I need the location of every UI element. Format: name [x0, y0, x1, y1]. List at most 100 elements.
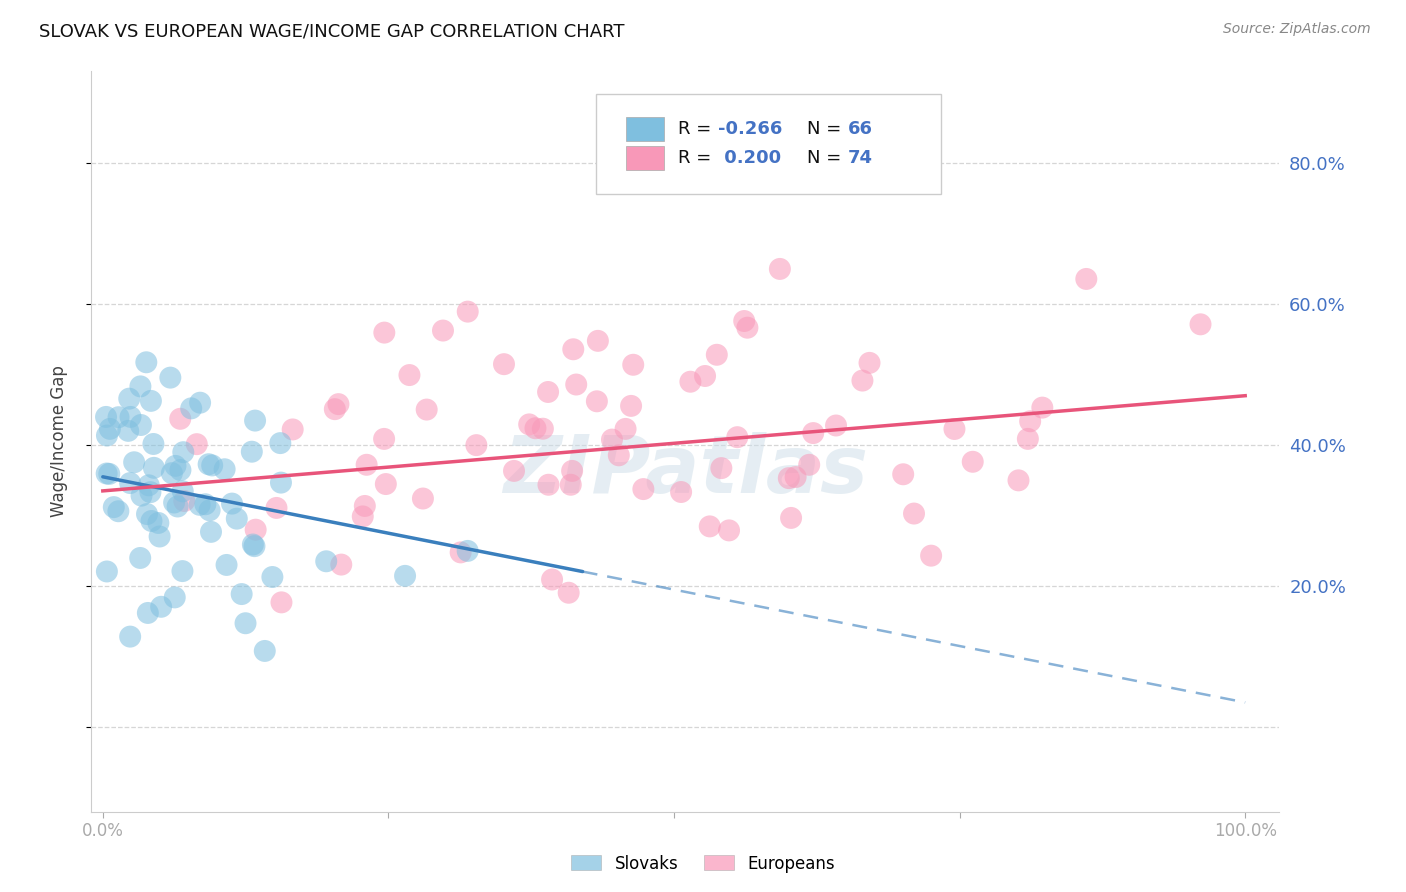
- Point: [142, 460, 165, 475]
- Point: [962, 455, 984, 469]
- Point: [330, 558, 353, 572]
- Point: [457, 544, 479, 558]
- Point: [96, 565, 118, 579]
- Text: R =: R =: [678, 149, 717, 167]
- Point: [180, 401, 202, 416]
- Point: [136, 606, 159, 620]
- Point: [98, 422, 121, 436]
- FancyBboxPatch shape: [596, 94, 941, 194]
- Point: [269, 436, 291, 450]
- Point: [98, 467, 121, 481]
- Text: R =: R =: [678, 120, 717, 138]
- Point: [903, 507, 925, 521]
- Point: [679, 375, 702, 389]
- Point: [373, 326, 395, 340]
- Point: [129, 551, 152, 566]
- Point: [620, 399, 643, 413]
- Point: [858, 356, 880, 370]
- Point: [943, 422, 966, 436]
- Point: [561, 464, 583, 478]
- Point: [328, 397, 350, 411]
- Point: [186, 437, 208, 451]
- Point: [122, 455, 145, 469]
- Point: [194, 497, 217, 511]
- Point: [200, 524, 222, 539]
- Point: [693, 369, 716, 384]
- Text: N =: N =: [807, 120, 846, 138]
- Point: [560, 477, 582, 491]
- Point: [769, 261, 792, 276]
- Point: [270, 595, 292, 609]
- Point: [150, 599, 173, 614]
- Point: [129, 379, 152, 393]
- Point: [503, 464, 526, 478]
- Point: [235, 616, 257, 631]
- Point: [398, 368, 420, 382]
- Point: [94, 409, 117, 424]
- Point: [706, 348, 728, 362]
- Point: [131, 489, 153, 503]
- Point: [920, 549, 942, 563]
- Point: [780, 511, 803, 525]
- Point: [139, 393, 162, 408]
- Point: [198, 503, 221, 517]
- Point: [245, 523, 267, 537]
- Point: [614, 422, 637, 436]
- Point: [1019, 414, 1042, 428]
- Point: [562, 343, 585, 357]
- Point: [253, 644, 276, 658]
- Point: [607, 448, 630, 462]
- Point: [135, 355, 157, 369]
- Point: [356, 458, 378, 472]
- Point: [353, 499, 375, 513]
- Point: [136, 507, 159, 521]
- Legend: Slovaks, Europeans: Slovaks, Europeans: [565, 848, 841, 880]
- Point: [215, 558, 238, 572]
- Point: [262, 570, 284, 584]
- Point: [517, 417, 540, 432]
- Point: [166, 500, 188, 514]
- Point: [733, 314, 755, 328]
- Point: [225, 511, 247, 525]
- Point: [669, 485, 692, 500]
- Point: [107, 410, 129, 425]
- Point: [163, 495, 186, 509]
- Point: [699, 519, 721, 533]
- Point: [600, 433, 623, 447]
- Point: [214, 462, 236, 476]
- Text: 74: 74: [848, 149, 873, 167]
- Point: [160, 466, 183, 480]
- Point: [1189, 318, 1212, 332]
- Point: [586, 334, 609, 348]
- Point: [188, 498, 211, 512]
- Point: [118, 392, 141, 406]
- Point: [243, 539, 266, 553]
- Point: [415, 402, 437, 417]
- Point: [586, 394, 609, 409]
- Point: [1017, 432, 1039, 446]
- Point: [173, 494, 195, 508]
- Point: [172, 445, 194, 459]
- Text: N =: N =: [807, 149, 846, 167]
- Point: [737, 320, 759, 334]
- Point: [270, 475, 292, 490]
- Point: [172, 564, 194, 578]
- Point: [537, 477, 560, 491]
- Point: [96, 467, 118, 481]
- Point: [374, 477, 396, 491]
- Point: [633, 482, 655, 496]
- Point: [851, 374, 873, 388]
- Point: [465, 438, 488, 452]
- FancyBboxPatch shape: [626, 146, 664, 169]
- Point: [221, 497, 243, 511]
- Text: 0.200: 0.200: [717, 149, 780, 167]
- Point: [432, 324, 454, 338]
- Point: [142, 437, 165, 451]
- Point: [373, 432, 395, 446]
- Point: [96, 428, 118, 442]
- Point: [524, 421, 547, 435]
- Point: [231, 587, 253, 601]
- Point: [725, 430, 748, 444]
- Point: [621, 358, 644, 372]
- Point: [718, 524, 741, 538]
